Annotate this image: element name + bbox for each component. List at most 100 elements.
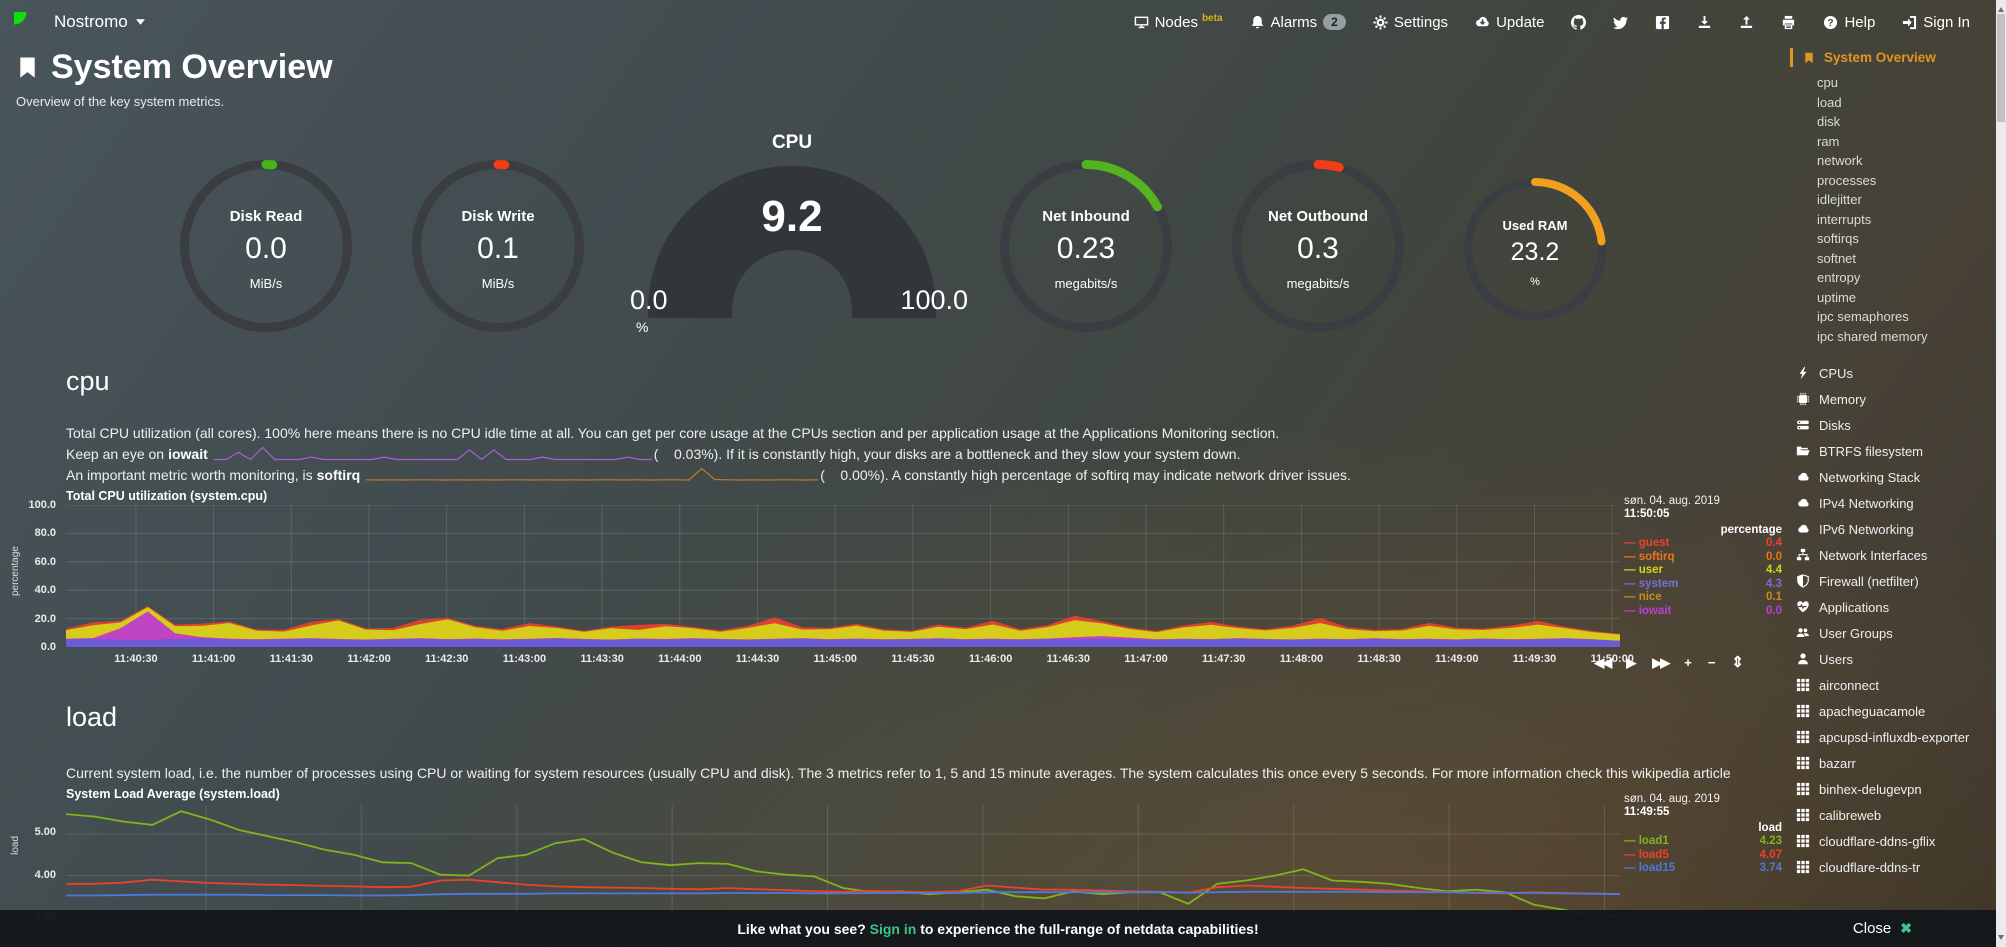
gauge-title: Used RAM — [1502, 218, 1568, 233]
sidebar-item-airconnect[interactable]: airconnect — [1796, 672, 1996, 698]
nav-item-download[interactable] — [1697, 15, 1712, 30]
sidebar-item-memory[interactable]: Memory — [1796, 386, 1996, 412]
sidebar-item-firewall-netfilter-[interactable]: Firewall (netfilter) — [1796, 568, 1996, 594]
sidebar-item-network-interfaces[interactable]: Network Interfaces — [1796, 542, 1996, 568]
pan-backward-button[interactable]: ◀◀ — [1594, 655, 1612, 670]
nav-item-github[interactable] — [1571, 15, 1586, 30]
sidebar-subitem-processes[interactable]: processes — [1817, 172, 1877, 188]
sidebar-subitem-softirqs[interactable]: softirqs — [1817, 231, 1859, 246]
legend-series-value: 0.1 — [1766, 591, 1782, 603]
sidebar-item-apacheguacamole[interactable]: apacheguacamole — [1796, 698, 1996, 724]
legend-entry-nice[interactable]: — nice 0.1 — [1624, 591, 1784, 605]
sidebar-subitem-ram[interactable]: ram — [1817, 133, 1840, 149]
sidebar-subitem-uptime[interactable]: uptime — [1817, 289, 1857, 305]
zoom-in-button[interactable]: + — [1684, 655, 1692, 670]
hostname-dropdown[interactable]: Nostromo — [54, 12, 145, 32]
gauge-disk-write[interactable]: Disk Write 0.1 MiB/s — [410, 158, 586, 334]
sidebar-subitem-ipc-semaphores[interactable]: ipc semaphores — [1817, 309, 1909, 324]
gauge-disk-read[interactable]: Disk Read 0.0 MiB/s — [178, 158, 354, 334]
nav-item-help[interactable]: Help — [1823, 14, 1875, 31]
nav-item-twitter[interactable] — [1613, 15, 1628, 30]
sidebar-item-cloudflare-ddns-tr[interactable]: cloudflare-ddns-tr — [1796, 854, 1996, 880]
sidebar-subitem-disk[interactable]: disk — [1817, 114, 1841, 129]
resize-button[interactable]: ⇕ — [1731, 654, 1744, 671]
gauge-used-ram[interactable]: Used RAM 23.2 % — [1462, 176, 1608, 322]
nav-item-sign-in[interactable]: Sign In — [1902, 14, 1970, 31]
sidebar-subitem-load[interactable]: load — [1817, 94, 1842, 110]
legend-entry-softirq[interactable]: — softirq 0.0 — [1624, 551, 1784, 565]
sidebar-item-label: cloudflare-ddns-gflix — [1819, 833, 1936, 849]
sidebar-item-ipv4-networking[interactable]: IPv4 Networking — [1796, 490, 1996, 516]
gauge-net-inbound[interactable]: Net Inbound 0.23 megabits/s — [998, 158, 1174, 334]
cpu-chart-plot[interactable] — [66, 505, 1620, 647]
nav-item-nodes[interactable]: Nodes beta — [1134, 13, 1223, 31]
legend-entry-load15[interactable]: — load15 3.74 — [1624, 862, 1784, 876]
sidebar-item-binhex-delugevpn[interactable]: binhex-delugevpn — [1796, 776, 1996, 802]
sidebar-item-bazarr[interactable]: bazarr — [1796, 750, 1996, 776]
sidebar-subitem-entropy[interactable]: entropy — [1817, 270, 1861, 285]
sidebar-item-ipv6-networking[interactable]: IPv6 Networking — [1796, 516, 1996, 542]
signin-icon — [1902, 15, 1917, 30]
monitor-icon — [1134, 15, 1149, 30]
gauge-value: 0.0 — [245, 232, 287, 265]
sidebar-item-networking-stack[interactable]: Networking Stack — [1796, 464, 1996, 490]
question-icon — [1823, 15, 1838, 30]
sidebar-item-calibreweb[interactable]: calibreweb — [1796, 802, 1996, 828]
nav-item-update[interactable]: Update — [1475, 14, 1544, 31]
table-icon — [1796, 756, 1810, 770]
scroll-down-arrow[interactable] — [1998, 935, 2004, 943]
cpu-softirq-line: An important metric worth monitoring, is… — [66, 467, 1351, 483]
sidebar-item-cpus[interactable]: CPUs — [1796, 360, 1996, 386]
sidebar-item-users[interactable]: Users — [1796, 646, 1996, 672]
sidebar-subitem-interrupts[interactable]: interrupts — [1817, 211, 1872, 227]
gauge-cpu[interactable]: CPU 9.2 0.0 100.0 % — [630, 130, 968, 345]
sign-in-link[interactable]: Sign in — [869, 920, 917, 937]
x-tick-label: 11:47:00 — [1124, 653, 1168, 665]
sidebar-item-apcupsd-influxdb-exporter[interactable]: apcupsd-influxdb-exporter — [1796, 724, 1996, 750]
legend-entry-system[interactable]: — system 4.3 — [1624, 578, 1784, 592]
pan-forward-button[interactable]: ▶▶ — [1652, 655, 1670, 670]
legend-date: søn. 04. aug. 2019 — [1624, 495, 1720, 507]
nav-item-facebook[interactable] — [1655, 15, 1670, 30]
legend-entry-iowait[interactable]: — iowait 0.0 — [1624, 605, 1784, 619]
sidebar-item-applications[interactable]: Applications — [1796, 594, 1996, 620]
sidebar-item-btrfs-filesystem[interactable]: BTRFS filesystem — [1796, 438, 1996, 464]
top-navbar: Nostromo Nodes beta Alarms 2 Settings Update H… — [0, 0, 1996, 44]
nav-item-printer[interactable] — [1781, 15, 1796, 30]
scroll-up-arrow[interactable] — [1998, 4, 2004, 12]
sidebar-subitem-network[interactable]: network — [1817, 153, 1863, 168]
user-icon — [1796, 652, 1810, 666]
sidebar-item-user-groups[interactable]: User Groups — [1796, 620, 1996, 646]
cloud-arrow-icon — [1475, 15, 1490, 30]
legend-entry-guest[interactable]: — guest 0.4 — [1624, 537, 1784, 551]
x-tick-label: 11:41:30 — [269, 653, 314, 665]
sidebar-subitem-idlejitter[interactable]: idlejitter — [1817, 192, 1862, 207]
gauge-unit: megabits/s — [1286, 276, 1350, 291]
gauge-net-outbound[interactable]: Net Outbound 0.3 megabits/s — [1230, 158, 1406, 334]
sidebar-item-cloudflare-ddns-gflix[interactable]: cloudflare-ddns-gflix — [1796, 828, 1996, 854]
legend-entry-user[interactable]: — user 4.4 — [1624, 564, 1784, 578]
sidebar-subitem-cpu[interactable]: cpu — [1817, 75, 1838, 90]
nav-item-upload[interactable] — [1739, 15, 1754, 30]
legend-entry-load5[interactable]: — load5 4.07 — [1624, 849, 1784, 863]
close-banner-button[interactable]: Close ✖ — [1852, 920, 1912, 937]
nav-item-label: Sign In — [1923, 13, 1970, 31]
x-tick-label: 11:45:30 — [891, 653, 935, 665]
sidebar-item-label: User Groups — [1819, 625, 1893, 641]
page-scrollbar[interactable] — [1996, 0, 2006, 947]
sidebar-subitem-softnet[interactable]: softnet — [1817, 250, 1857, 266]
sidebar: System Overview cpu load disk ram network pro… — [1790, 48, 1996, 947]
play-button[interactable]: ▶ — [1626, 655, 1637, 670]
scrollbar-thumb[interactable] — [1997, 14, 2005, 122]
sidebar-item-disks[interactable]: Disks — [1796, 412, 1996, 438]
chart-toolbar: ◀◀ ▶ ▶▶ + − ⇕ — [1594, 655, 1744, 671]
bolt-icon — [1796, 366, 1810, 380]
sidebar-subitem-ipc-shared-memory[interactable]: ipc shared memory — [1817, 328, 1928, 344]
zoom-out-button[interactable]: − — [1707, 655, 1716, 670]
nav-item-settings[interactable]: Settings — [1373, 14, 1448, 31]
sidebar-item-system-overview[interactable]: System Overview — [1790, 48, 1996, 67]
legend-entry-load1[interactable]: — load1 4.23 — [1624, 835, 1784, 849]
table-icon — [1796, 808, 1810, 822]
nav-item-label: Alarms — [1270, 13, 1318, 31]
nav-item-alarms[interactable]: Alarms 2 — [1250, 14, 1346, 31]
